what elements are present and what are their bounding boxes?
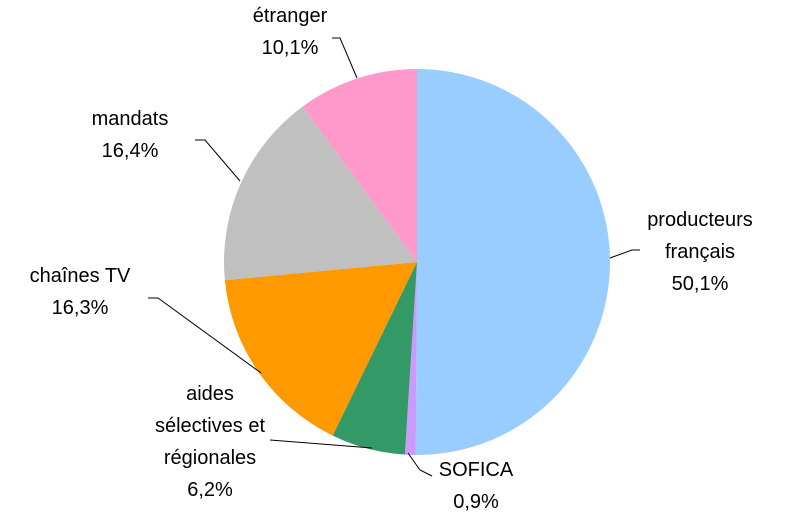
- slice-label: chaînes TV: [30, 265, 131, 287]
- slice-label: aides sélectives et régionales: [155, 383, 265, 469]
- value-label: 0,9%: [453, 491, 499, 513]
- pie-slice: [415, 69, 611, 455]
- value-label: 16,3%: [52, 297, 109, 319]
- value-label: 16,4%: [102, 140, 159, 162]
- value-label: 10,1%: [262, 37, 319, 59]
- slice-label: SOFICA: [439, 459, 514, 481]
- value-label: 6,2%: [187, 479, 233, 501]
- slice-label: producteurs français: [647, 209, 753, 263]
- pie-slice: [224, 106, 417, 281]
- leader-line: [332, 37, 358, 79]
- slice-label: mandats: [92, 108, 169, 130]
- pie-slice: [302, 69, 417, 262]
- pie-slice: [404, 262, 417, 455]
- slice-label: étranger: [253, 5, 328, 27]
- leader-line: [195, 139, 241, 182]
- leader-line: [407, 452, 433, 477]
- pie-slice: [224, 262, 417, 436]
- leader-line: [609, 249, 640, 259]
- pie-slice: [332, 262, 417, 455]
- leader-line: [148, 297, 262, 374]
- value-label: 50,1%: [672, 273, 729, 295]
- leader-line: [269, 439, 373, 449]
